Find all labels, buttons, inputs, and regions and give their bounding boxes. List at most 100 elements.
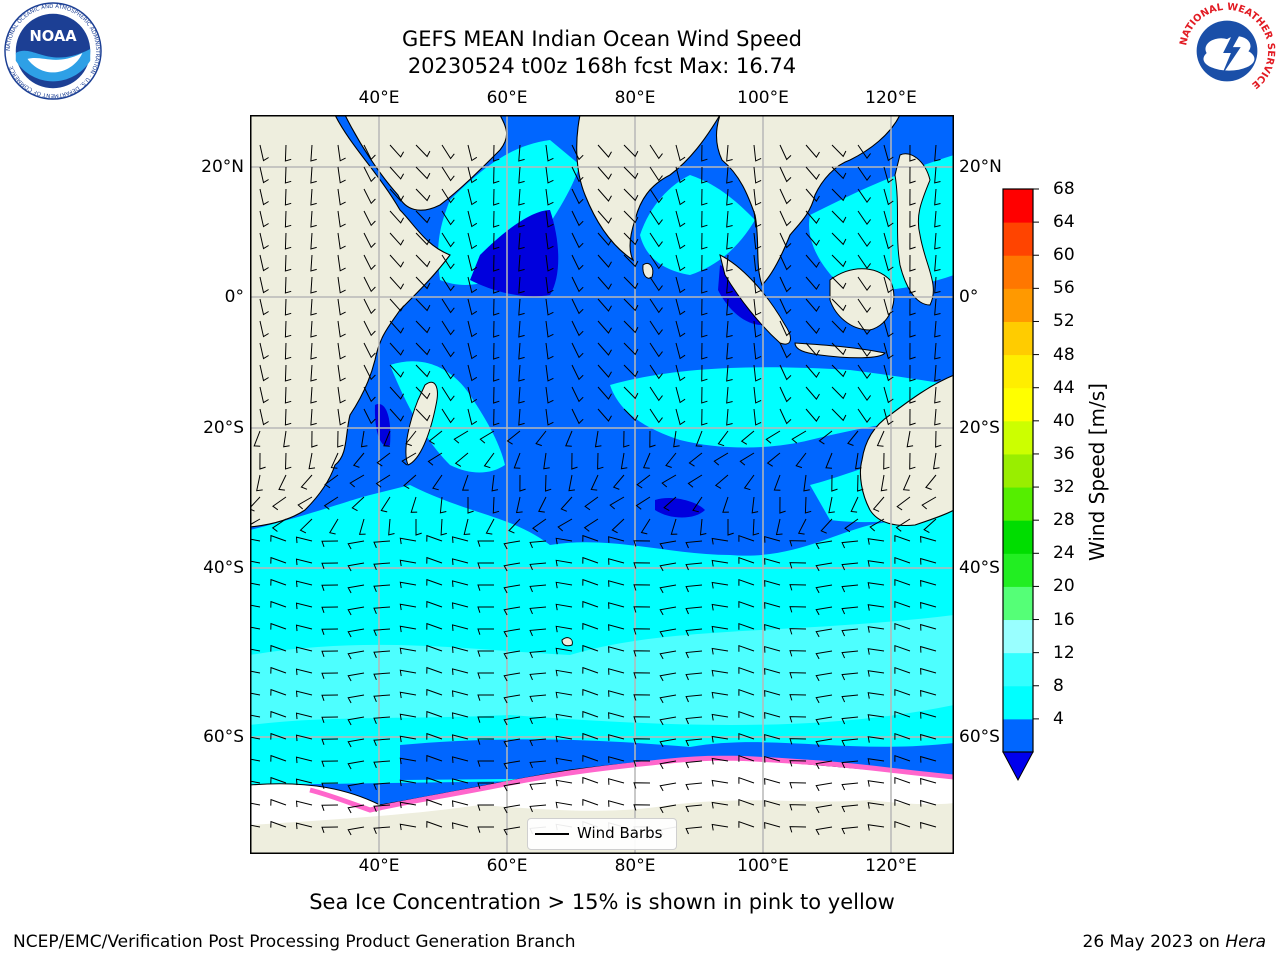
wind-barb [894,666,911,674]
wind-barb [310,188,317,206]
wind-barb [337,210,346,228]
wind-barb [685,650,703,659]
wind-barb [389,408,405,422]
wind-barb [608,800,625,807]
wind-barb [493,166,500,184]
wind-barb [867,780,885,787]
wind-barb [451,668,469,675]
wind-barb [467,144,478,162]
wind-barb [415,320,431,334]
wind-barb [675,188,686,206]
wind-barb [347,562,365,572]
wind-barb [934,144,941,162]
wind-barb [726,386,733,404]
wind-barb [477,672,494,679]
wind-barb [441,342,455,358]
wind-barb [779,144,792,161]
wind-barb [373,628,391,636]
colorbar-tick-label: 28 [1053,510,1075,531]
wind-barb [597,342,612,356]
wind-barb [532,518,547,533]
wind-barb [259,386,269,404]
wind-barb [451,778,469,785]
wind-barb [753,254,762,272]
wind-barb [675,342,686,360]
wind-barb [571,276,584,293]
wind-barb [753,188,762,206]
wind-barb [726,298,733,316]
wind-barb [310,320,317,338]
colorbar-band [1003,255,1033,289]
wind-barb [383,430,391,447]
wind-barb [779,364,792,381]
colorbar-tick-label: 56 [1053,278,1075,299]
wind-barb [284,166,292,184]
wind-barb [529,562,547,571]
wind-barb [726,320,733,338]
lat-label: 20°S [203,418,244,438]
wind-barb [701,210,708,228]
wind-barb [477,716,494,723]
wind-barb [701,276,708,294]
wind-barb [477,562,494,569]
wind-barb [347,716,365,726]
wind-barb [764,756,781,763]
wind-barb [831,188,847,202]
wind-barb [426,754,443,762]
wind-barb [493,276,500,294]
wind-barb [250,758,261,762]
colorbar-band [1003,553,1033,587]
wind-barb [337,232,346,250]
wind-barb [608,646,625,653]
wind-barb [270,798,287,806]
wind-barb [467,342,478,360]
wind-barb [555,691,573,699]
wind-barb [518,342,525,360]
wind-barb [855,452,862,470]
wind-barb [284,298,292,316]
wind-barb [594,430,602,448]
wind-barb [250,714,261,718]
wind-barb [347,826,365,836]
wind-barb [310,144,317,162]
wind-barb [351,496,365,512]
lat-label: 60°S [959,727,1000,747]
wind-barb [571,364,584,381]
wind-barb [685,804,703,813]
wind-barb [337,364,346,382]
wind-barb [633,584,651,591]
wind-barb [883,342,894,360]
colorbar-tick-label: 60 [1053,245,1075,266]
wind-barb [518,232,525,250]
wind-barb [467,166,478,184]
wind-barb [649,386,663,402]
wind-barb [389,232,405,246]
wind-barb [764,734,781,741]
wind-barb [857,386,871,402]
wind-barb [789,562,807,569]
wind-barb [764,536,781,543]
footer-date: 26 May 2023 on Hera [1083,932,1267,952]
wind-barb [529,650,547,659]
wind-barb [764,580,781,587]
wind-barb [779,254,792,271]
lat-label: 20°N [201,157,244,177]
wind-barb [701,188,708,206]
wind-barb [373,782,391,790]
weak-wind-core-south [655,498,705,518]
footer-credit: NCEP/EMC/Verification Post Processing Pr… [13,932,576,952]
wind-barb [295,734,313,742]
wind-barb [894,644,911,652]
wind-barb [857,232,871,248]
wind-barb [620,452,628,470]
wind-barb [399,801,417,809]
wind-barb [738,578,755,586]
wind-barb [933,452,940,470]
wind-barb [623,342,639,356]
wind-barb [250,824,261,828]
wind-barb [515,496,523,514]
wind-barb [649,364,663,380]
wind-barb [867,736,885,743]
colorbar-band [1003,420,1033,455]
wind-barb [841,760,859,769]
